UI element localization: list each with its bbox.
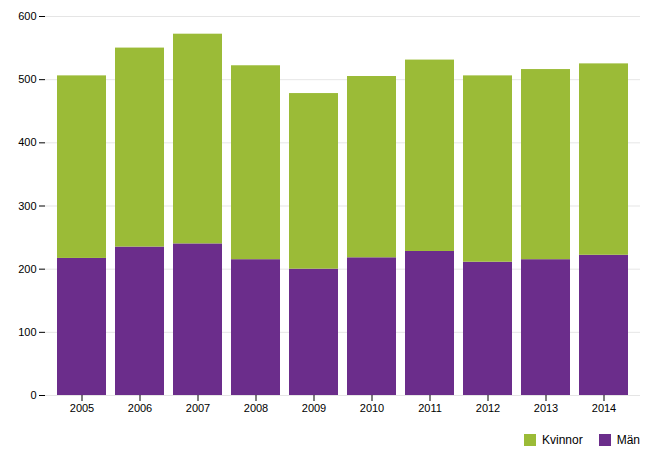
svg-text:100: 100 bbox=[18, 326, 36, 338]
svg-text:2005: 2005 bbox=[70, 402, 94, 414]
svg-text:2010: 2010 bbox=[360, 402, 384, 414]
html-text:Män: Män bbox=[616, 433, 640, 447]
svg-text:2006: 2006 bbox=[128, 402, 152, 414]
svg-text:2011: 2011 bbox=[418, 402, 442, 414]
html-text:Kvinnor: Kvinnor bbox=[542, 433, 583, 447]
svg-text:2008: 2008 bbox=[244, 402, 268, 414]
svg-text:2013: 2013 bbox=[534, 402, 558, 414]
svg-text:400: 400 bbox=[18, 136, 36, 148]
svg-text:0: 0 bbox=[30, 389, 36, 401]
svg-text:500: 500 bbox=[18, 73, 36, 85]
svg-text:2012: 2012 bbox=[476, 402, 500, 414]
svg-text:300: 300 bbox=[18, 200, 36, 212]
svg-text:2007: 2007 bbox=[186, 402, 210, 414]
svg-text:200: 200 bbox=[18, 263, 36, 275]
svg-text:600: 600 bbox=[18, 10, 36, 22]
svg-text:2009: 2009 bbox=[302, 402, 326, 414]
svg-text:2014: 2014 bbox=[592, 402, 616, 414]
